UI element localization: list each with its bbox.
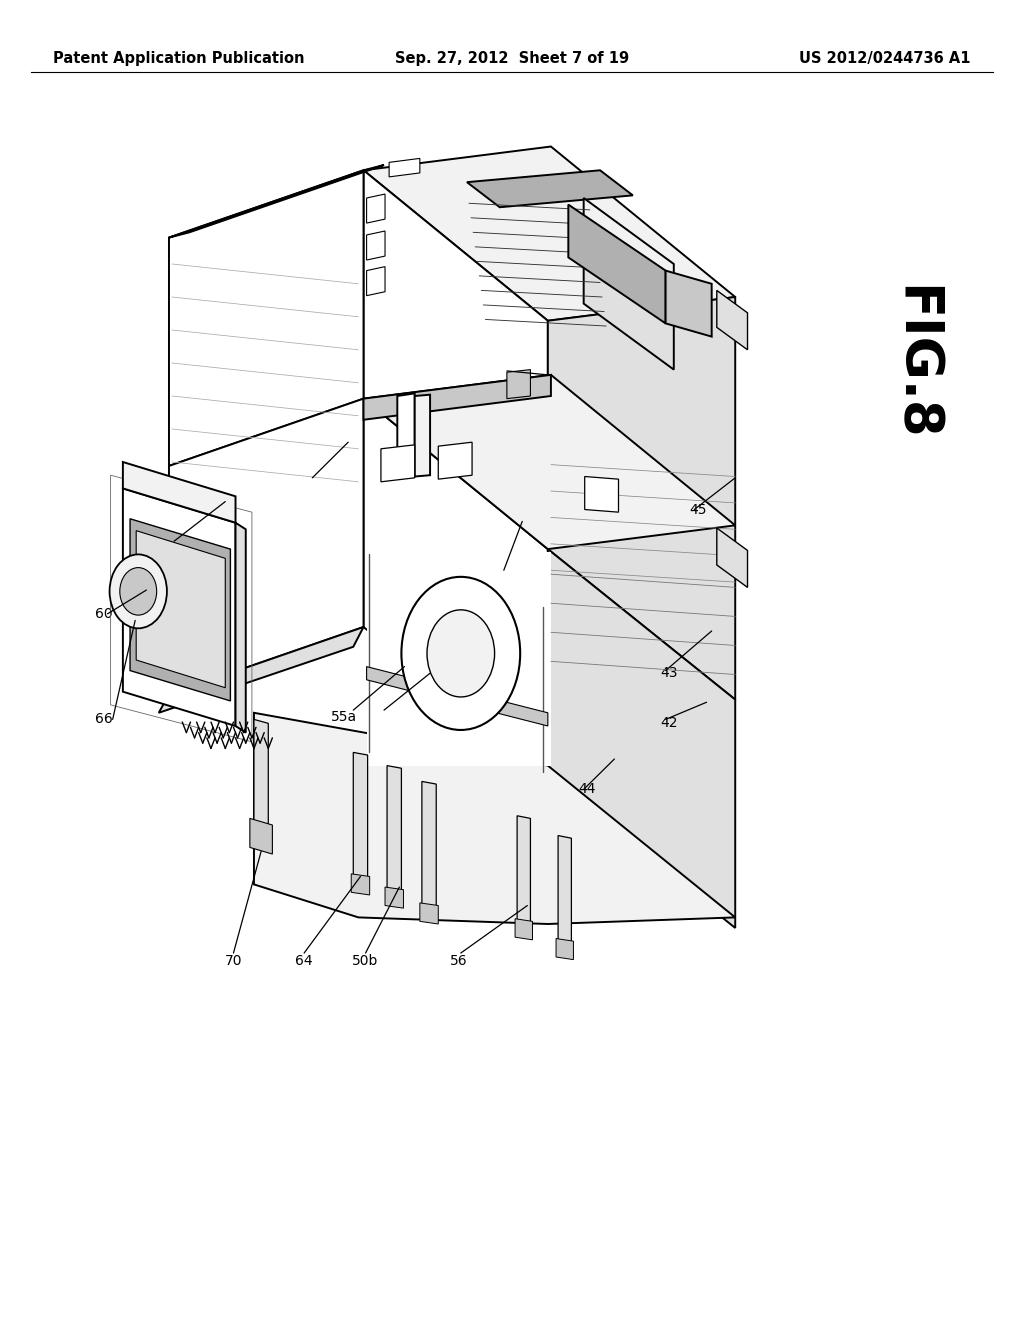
Polygon shape — [584, 251, 674, 370]
Polygon shape — [130, 519, 230, 701]
Text: 45: 45 — [689, 503, 707, 516]
Polygon shape — [558, 836, 571, 948]
Polygon shape — [568, 205, 666, 323]
Polygon shape — [515, 919, 532, 940]
Polygon shape — [364, 147, 735, 321]
Text: 55: 55 — [366, 710, 384, 723]
Text: 30: 30 — [179, 366, 197, 379]
Polygon shape — [420, 903, 438, 924]
Polygon shape — [351, 874, 370, 895]
Polygon shape — [517, 816, 530, 928]
Text: 45b: 45b — [482, 568, 509, 581]
Polygon shape — [422, 781, 436, 913]
Polygon shape — [123, 462, 236, 523]
Polygon shape — [136, 531, 225, 688]
Text: 43: 43 — [660, 667, 678, 680]
Text: 50c: 50c — [159, 537, 184, 550]
Polygon shape — [254, 713, 735, 924]
Text: Sep. 27, 2012  Sheet 7 of 19: Sep. 27, 2012 Sheet 7 of 19 — [395, 51, 629, 66]
Polygon shape — [467, 170, 633, 207]
Polygon shape — [507, 370, 530, 399]
Polygon shape — [367, 231, 385, 260]
Polygon shape — [556, 939, 573, 960]
Polygon shape — [548, 549, 735, 928]
Polygon shape — [385, 887, 403, 908]
Circle shape — [427, 610, 495, 697]
Polygon shape — [666, 271, 712, 337]
Polygon shape — [367, 667, 548, 726]
Text: 42: 42 — [660, 717, 678, 730]
Polygon shape — [387, 766, 401, 898]
Polygon shape — [254, 719, 268, 851]
Polygon shape — [250, 818, 272, 854]
Text: 66: 66 — [95, 713, 113, 726]
Polygon shape — [169, 165, 384, 238]
Text: 55a: 55a — [331, 710, 357, 723]
Text: US 2012/0244736 A1: US 2012/0244736 A1 — [800, 51, 971, 66]
Polygon shape — [389, 158, 420, 177]
Text: 50b: 50b — [352, 954, 379, 968]
Polygon shape — [367, 194, 385, 223]
Polygon shape — [367, 552, 551, 766]
Polygon shape — [381, 445, 415, 482]
Text: 60: 60 — [95, 607, 113, 620]
Polygon shape — [584, 198, 674, 317]
Circle shape — [401, 577, 520, 730]
Polygon shape — [236, 523, 246, 733]
Polygon shape — [159, 627, 364, 713]
Polygon shape — [169, 399, 364, 694]
Polygon shape — [367, 267, 385, 296]
Text: Patent Application Publication: Patent Application Publication — [53, 51, 305, 66]
Polygon shape — [364, 399, 548, 777]
Text: 56: 56 — [450, 954, 468, 968]
Polygon shape — [438, 442, 472, 479]
Polygon shape — [397, 393, 415, 478]
Circle shape — [120, 568, 157, 615]
Polygon shape — [123, 488, 236, 726]
Text: 44: 44 — [579, 783, 596, 796]
Circle shape — [110, 554, 167, 628]
Polygon shape — [364, 375, 551, 420]
Polygon shape — [717, 528, 748, 587]
Polygon shape — [353, 752, 368, 884]
Polygon shape — [717, 290, 748, 350]
Text: 50: 50 — [302, 471, 319, 484]
Polygon shape — [548, 297, 735, 700]
Polygon shape — [169, 170, 364, 466]
Text: 64: 64 — [295, 954, 313, 968]
Text: 70: 70 — [224, 954, 243, 968]
Polygon shape — [364, 170, 548, 549]
Polygon shape — [364, 375, 735, 549]
Polygon shape — [415, 395, 430, 477]
Text: FIG.8: FIG.8 — [889, 285, 940, 441]
Polygon shape — [585, 477, 618, 512]
